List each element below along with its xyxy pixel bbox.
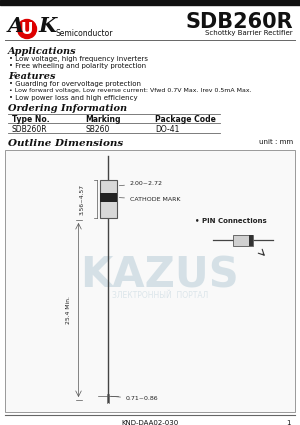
Text: Marking: Marking bbox=[85, 115, 121, 124]
Text: Semiconductor: Semiconductor bbox=[56, 28, 113, 37]
Text: • Low forward voltage, Low reverse current: Vfwd 0.7V Max. Irev 0.5mA Max.: • Low forward voltage, Low reverse curre… bbox=[9, 88, 252, 93]
Text: • Guarding for overvoltage protection: • Guarding for overvoltage protection bbox=[9, 81, 141, 87]
Text: unit : mm: unit : mm bbox=[259, 139, 293, 145]
Text: • PIN Connections: • PIN Connections bbox=[195, 218, 267, 224]
Text: 3.56~4.57: 3.56~4.57 bbox=[80, 184, 85, 215]
Text: 0.71~0.86: 0.71~0.86 bbox=[111, 396, 159, 402]
Bar bbox=[100, 193, 116, 201]
Bar bbox=[233, 235, 253, 246]
Text: • Free wheeling and polarity protection: • Free wheeling and polarity protection bbox=[9, 63, 146, 69]
Text: SB260: SB260 bbox=[85, 125, 110, 134]
Bar bbox=[249, 235, 253, 246]
Text: CATHODE MARK: CATHODE MARK bbox=[119, 197, 181, 202]
Circle shape bbox=[17, 20, 37, 39]
Bar bbox=[0, 0, 300, 5]
Text: Ordering Information: Ordering Information bbox=[8, 104, 127, 113]
Text: Schottky Barrier Rectifier: Schottky Barrier Rectifier bbox=[206, 30, 293, 36]
Text: DO-41: DO-41 bbox=[155, 125, 179, 134]
Text: Type No.: Type No. bbox=[12, 115, 50, 124]
Text: KND-DAA02-030: KND-DAA02-030 bbox=[122, 420, 178, 425]
Text: • Low voltage, high frequency inverters: • Low voltage, high frequency inverters bbox=[9, 56, 148, 62]
Text: Applications: Applications bbox=[8, 47, 76, 56]
Text: 25.4 Min.: 25.4 Min. bbox=[66, 296, 71, 324]
Text: 2.00~2.72: 2.00~2.72 bbox=[119, 181, 163, 186]
Text: ЗЛЕКТРОННЫЙ  ПОРТАЛ: ЗЛЕКТРОННЫЙ ПОРТАЛ bbox=[112, 292, 208, 300]
Text: Package Code: Package Code bbox=[155, 115, 216, 124]
Text: K: K bbox=[38, 16, 56, 36]
Text: U: U bbox=[21, 22, 33, 37]
Text: Outline Dimensions: Outline Dimensions bbox=[8, 139, 123, 148]
Text: SDB260R: SDB260R bbox=[12, 125, 48, 134]
Text: SDB260R: SDB260R bbox=[185, 12, 293, 32]
Bar bbox=[5, 150, 295, 412]
Text: A: A bbox=[8, 16, 24, 36]
Bar bbox=[100, 180, 116, 218]
Text: • Low power loss and high efficiency: • Low power loss and high efficiency bbox=[9, 95, 138, 101]
Text: 1: 1 bbox=[286, 420, 291, 425]
Text: Features: Features bbox=[8, 72, 56, 81]
Text: KAZUS: KAZUS bbox=[81, 255, 239, 297]
